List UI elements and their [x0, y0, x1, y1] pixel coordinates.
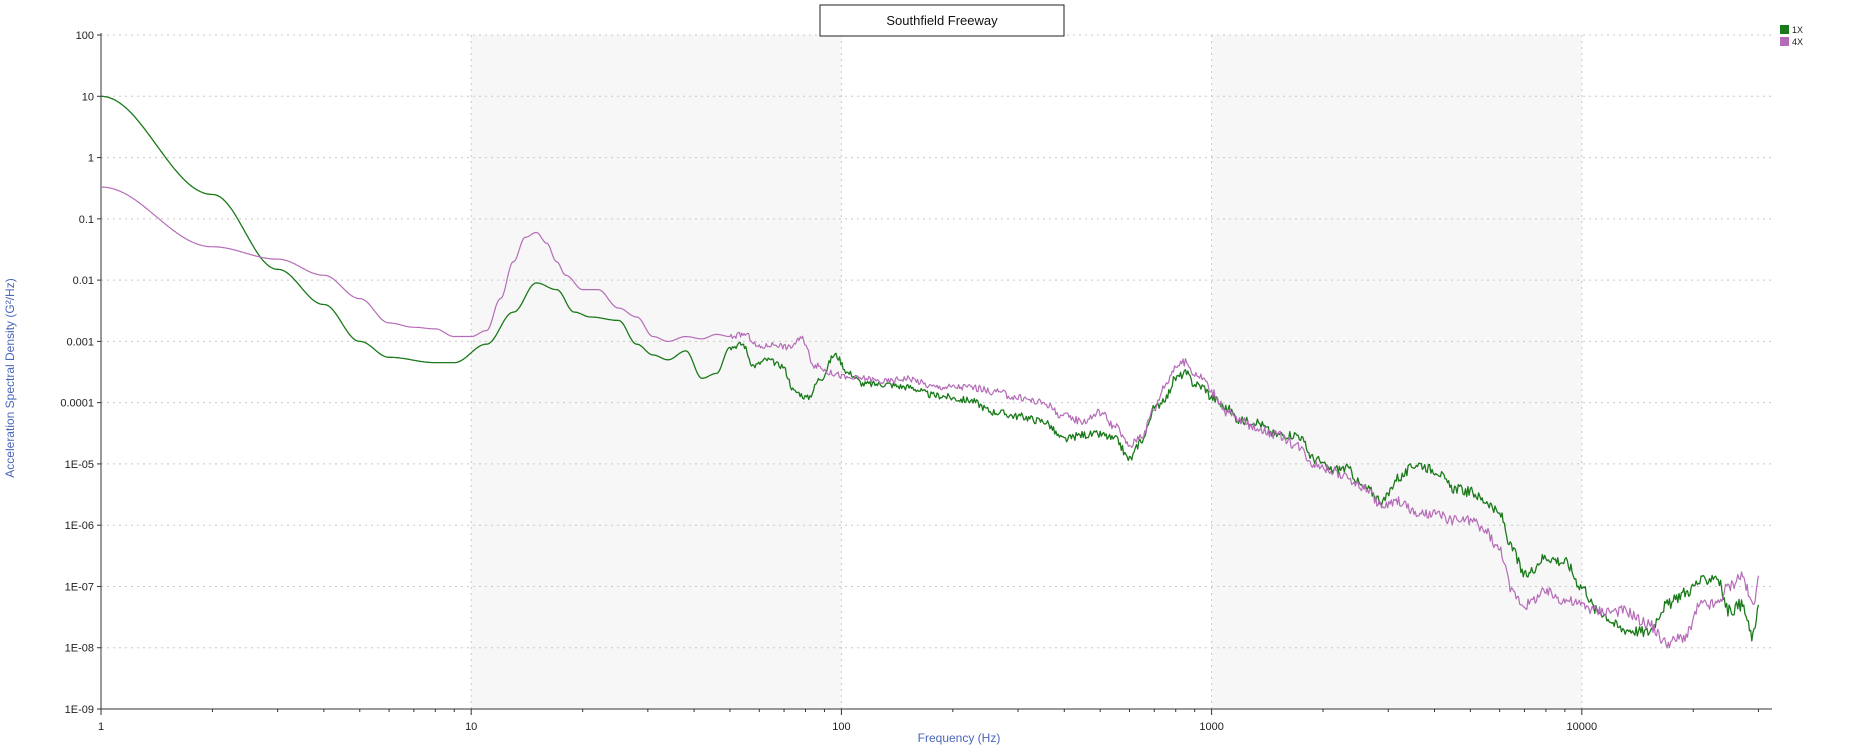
legend-swatch-1X	[1780, 25, 1789, 34]
x-tick-label-4: 10000	[1567, 721, 1598, 733]
y-tick-label-0: 100	[76, 30, 94, 42]
y-tick-label-11: 1E-09	[65, 704, 94, 716]
series-line-4X	[101, 186, 1759, 649]
y-tick-label-2: 1	[88, 153, 94, 165]
y-tick-label-6: 0.0001	[60, 398, 94, 410]
x-tick-label-1: 10	[465, 721, 477, 733]
x-axis-ticks: 1 10 100 1000 10000	[98, 709, 1759, 733]
axes	[100, 33, 1772, 710]
y-tick-label-4: 0.01	[73, 275, 94, 287]
x-axis-label: Frequency (Hz)	[918, 731, 1001, 745]
legend-label-1X: 1X	[1792, 25, 1803, 35]
y-tick-label-3: 0.1	[79, 214, 94, 226]
y-axis-label: Acceleration Spectral Density (G²/Hz)	[3, 278, 17, 477]
series-group	[101, 95, 1760, 649]
y-tick-label-10: 1E-08	[65, 643, 94, 655]
y-tick-label-7: 1E-05	[65, 459, 94, 471]
series-line-1X	[101, 95, 1760, 642]
x-tick-label-0: 1	[98, 721, 104, 733]
legend-label-4X: 4X	[1792, 37, 1803, 47]
legend-swatch-4X	[1780, 37, 1789, 46]
x-tick-label-3: 1000	[1199, 721, 1223, 733]
y-tick-label-9: 1E-07	[65, 581, 94, 593]
chart-title: Southfield Freeway	[886, 13, 998, 28]
shaded-band-1	[1211, 35, 1582, 709]
y-axis-ticks: 100 10 1 0.1 0.01 0.001 0.0001 1E-05 1E-06 1E-07 1…	[60, 30, 101, 716]
shaded-bands	[471, 35, 1582, 709]
y-tick-label-1: 10	[82, 91, 94, 103]
chart-title-box: Southfield Freeway	[819, 4, 1065, 37]
x-tick-label-2: 100	[832, 721, 850, 733]
y-tick-label-8: 1E-06	[65, 520, 94, 532]
shaded-band-0	[471, 35, 842, 709]
y-tick-label-5: 0.001	[66, 336, 94, 348]
